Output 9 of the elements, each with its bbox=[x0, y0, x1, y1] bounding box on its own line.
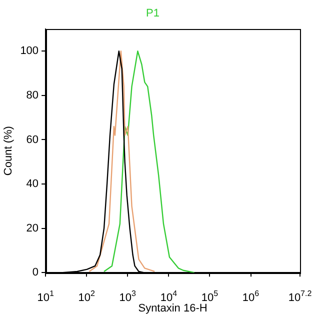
y-tick-label: 20 bbox=[26, 222, 39, 234]
y-tick-label: 100 bbox=[20, 45, 39, 58]
text: P1 bbox=[146, 8, 160, 20]
y-tick-label: 60 bbox=[26, 134, 39, 146]
y-tick-label: 0 bbox=[32, 266, 39, 279]
y-axis-title: Count (%) bbox=[2, 126, 15, 176]
x-axis-title: Syntaxin 16-H bbox=[138, 302, 208, 314]
y-tick-label: 80 bbox=[26, 89, 39, 102]
y-tick-label: 40 bbox=[26, 178, 39, 190]
